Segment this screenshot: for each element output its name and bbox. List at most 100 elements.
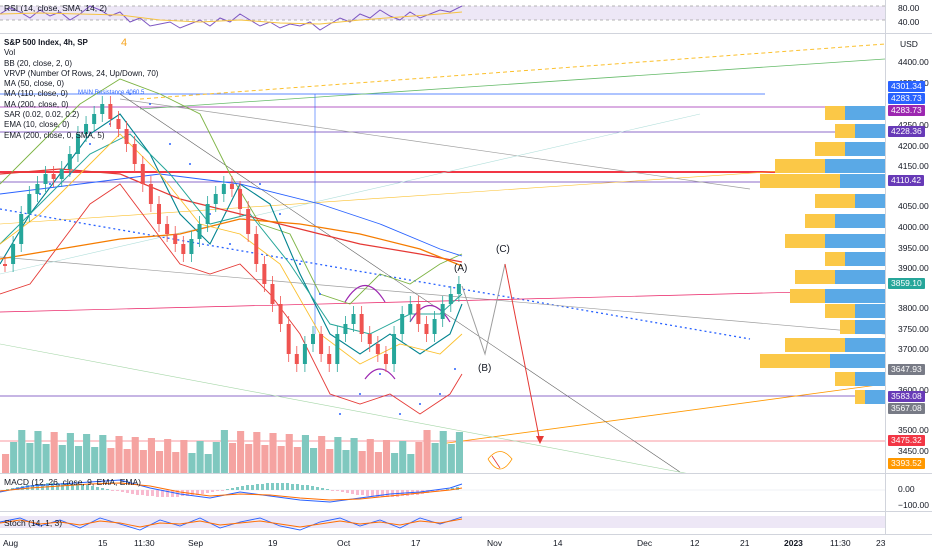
- macd-hist-bar: [281, 483, 284, 490]
- macd-pane[interactable]: MACD (12, 26, close, 9, EMA, EMA) 0.00 −…: [0, 474, 932, 512]
- indicator-ma50[interactable]: MA (50, close, 0): [4, 79, 65, 89]
- candle-body: [173, 234, 178, 244]
- candle-body: [351, 314, 356, 324]
- indicator-ma200[interactable]: MA (200, close, 0): [4, 99, 69, 109]
- time-label: Dec: [637, 538, 653, 548]
- candle-body: [229, 184, 234, 189]
- ma110: [0, 173, 463, 257]
- price-tag-3393[interactable]: 3393.52: [888, 458, 925, 469]
- vrvp-down-bar: [815, 194, 855, 208]
- macd-hist-bar: [191, 490, 194, 495]
- vrvp-up-bar: [825, 234, 885, 248]
- wave-c-arrowhead: [536, 436, 544, 444]
- macd-hist-bar: [66, 483, 69, 490]
- macd-hist-bar: [81, 485, 84, 490]
- vrvp-up-bar: [835, 214, 885, 228]
- rsi-plot[interactable]: RSI (14, close, SMA, 14, 2): [0, 0, 885, 33]
- main-plot[interactable]: S&P 500 Index, 4h, SP Vol BB (20, close,…: [0, 34, 885, 473]
- time-label: 21: [740, 538, 750, 548]
- candle-body: [213, 194, 218, 204]
- vrvp-up-bar: [855, 320, 885, 334]
- stoch-scale[interactable]: [885, 512, 932, 534]
- trendline-orange: [439, 383, 885, 445]
- volume-bar: [26, 443, 34, 473]
- macd-hist-bar: [216, 490, 219, 491]
- volume-bar: [318, 436, 326, 473]
- vrvp-up-bar: [865, 390, 885, 404]
- price-tag-4283-purple[interactable]: 4283.73: [888, 105, 925, 116]
- time-label: Aug: [3, 538, 19, 548]
- indicator-sar[interactable]: SAR (0.02, 0.02, 0.2): [4, 110, 80, 120]
- candle-body: [43, 174, 48, 184]
- time-label: Nov: [487, 538, 503, 548]
- volume-bar: [156, 451, 164, 473]
- trendline-gray-upper: [119, 98, 751, 190]
- currency-label: USD: [900, 39, 918, 49]
- indicator-bb[interactable]: BB (20, close, 2, 0): [4, 58, 73, 68]
- vrvp-down-bar: [760, 354, 830, 368]
- vrvp-down-bar: [815, 142, 845, 156]
- macd-hist-bar: [101, 488, 104, 490]
- wave-c-drop: [504, 263, 541, 443]
- price-tag-4301[interactable]: 4301.34: [888, 81, 925, 92]
- volume-bar: [415, 442, 423, 473]
- price-tag-3475[interactable]: 3475.32: [888, 435, 925, 446]
- macd-hist-bar: [316, 487, 319, 490]
- price-tag-3583[interactable]: 3583.08: [888, 391, 925, 402]
- price-tag-current[interactable]: 3859.10: [888, 278, 925, 289]
- macd-tick: −100.00: [898, 500, 929, 510]
- volume-bar: [66, 433, 74, 473]
- macd-hist-bar: [356, 490, 359, 495]
- indicator-ma110[interactable]: MA (110, close, 0): [4, 89, 68, 99]
- candle-body: [294, 354, 299, 364]
- candle-body: [75, 134, 80, 154]
- candle-body: [262, 264, 267, 284]
- volume-bar: [358, 451, 366, 473]
- rsi-tick: 40.00: [898, 17, 920, 27]
- price-tag-3567[interactable]: 3567.08: [888, 403, 925, 414]
- volume-bar: [399, 441, 407, 473]
- rsi-pane[interactable]: RSI (14, close, SMA, 14, 2) 80.00 40.00: [0, 0, 932, 34]
- macd-hist-bar: [116, 490, 119, 491]
- stoch-plot[interactable]: Stoch (14, 1, 3): [0, 512, 885, 534]
- wave-c-label: (C): [496, 244, 510, 255]
- candle-body: [254, 234, 259, 264]
- volume-bar: [269, 433, 277, 473]
- macd-hist-bar: [386, 490, 389, 497]
- volume-bar: [301, 435, 309, 473]
- price-tag-4110[interactable]: 4110.42: [888, 175, 925, 186]
- macd-line: [0, 479, 463, 503]
- price-scale[interactable]: USD 4400.00 4350.00 4250.00 4200.00 4150…: [885, 34, 932, 473]
- stoch-pane[interactable]: Stoch (14, 1, 3): [0, 512, 932, 534]
- indicator-ema10[interactable]: EMA (10, close, 0): [4, 120, 70, 130]
- price-tag-4283-blue[interactable]: 4283.73: [888, 93, 925, 104]
- volume-bar: [245, 444, 253, 473]
- indicator-vol[interactable]: Vol: [4, 48, 16, 58]
- rsi-scale[interactable]: 80.00 40.00: [885, 0, 932, 33]
- sar-dots: [29, 93, 456, 415]
- macd-hist-bar: [336, 490, 339, 491]
- volume-bar: [58, 445, 66, 473]
- candle-body: [157, 204, 161, 224]
- indicator-ema200[interactable]: EMA (200, close, 0, SMA, 5): [4, 130, 105, 140]
- macd-hist-bar: [211, 490, 214, 492]
- time-label: 14: [553, 538, 563, 548]
- candle-body: [400, 314, 405, 334]
- volume-bar: [139, 450, 147, 473]
- time-axis[interactable]: Aug 15 11:30 Sep 19 Oct 17 Nov 14 Dec 12…: [0, 534, 932, 550]
- candle-body: [424, 324, 429, 334]
- indicator-vrvp[interactable]: VRVP (Number Of Rows, 24, Up/Down, 70): [4, 68, 159, 78]
- macd-hist-bar: [301, 485, 304, 490]
- price-tag-3647[interactable]: 3647.93: [888, 364, 925, 375]
- symbol-title[interactable]: S&P 500 Index, 4h, SP: [4, 38, 88, 47]
- macd-plot[interactable]: MACD (12, 26, close, 9, EMA, EMA): [0, 474, 885, 511]
- candle-body: [367, 334, 372, 344]
- price-tick: 4400.00: [898, 57, 929, 67]
- main-price-pane[interactable]: S&P 500 Index, 4h, SP Vol BB (20, close,…: [0, 34, 932, 474]
- candle-body: [238, 189, 243, 209]
- candle-body: [35, 184, 40, 194]
- macd-scale[interactable]: 0.00 −100.00: [885, 474, 932, 511]
- macd-hist-bar: [376, 490, 379, 497]
- price-tag-4228[interactable]: 4228.36: [888, 126, 925, 137]
- time-label: 17: [411, 538, 421, 548]
